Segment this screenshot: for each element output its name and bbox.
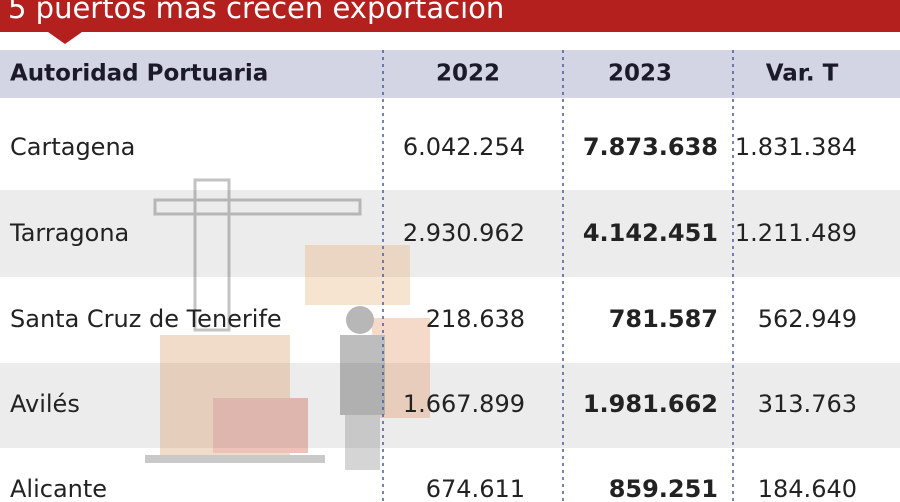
value-2022: 2.930.962 (403, 219, 525, 247)
column-dividers (382, 50, 734, 502)
value-2022: 674.611 (426, 475, 525, 502)
port-name: Avilés (10, 390, 80, 418)
value-2022: 1.667.899 (403, 390, 525, 418)
port-name: Cartagena (10, 133, 135, 161)
row-band (0, 190, 900, 277)
variation: 184.640 (758, 475, 857, 502)
variation: 562.949 (758, 305, 857, 333)
column-header: 2023 (608, 61, 672, 87)
value-2023: 859.251 (609, 475, 718, 502)
port-name: Santa Cruz de Tenerife (10, 305, 282, 333)
value-2022: 6.042.254 (403, 133, 525, 161)
variation: 1.211.489 (735, 219, 857, 247)
column-header: 2022 (436, 61, 500, 87)
value-2023: 4.142.451 (583, 219, 718, 247)
variation: 313.763 (758, 390, 857, 418)
value-2023: 7.873.638 (583, 133, 718, 161)
illustration (145, 178, 430, 470)
value-2023: 781.587 (609, 305, 718, 333)
title: 5 puertos más crecen exportación (8, 0, 504, 25)
value-2023: 1.981.662 (583, 390, 718, 418)
header-row (0, 50, 900, 98)
row-band (0, 363, 900, 448)
port-name: Alicante (10, 475, 107, 502)
column-header: Var. T (766, 61, 839, 87)
port-name: Tarragona (9, 219, 129, 247)
column-header: Autoridad Portuaria (10, 61, 268, 87)
title-pointer (48, 32, 82, 44)
value-2022: 218.638 (426, 305, 525, 333)
variation: 1.831.384 (735, 133, 857, 161)
title-bar (0, 0, 900, 32)
